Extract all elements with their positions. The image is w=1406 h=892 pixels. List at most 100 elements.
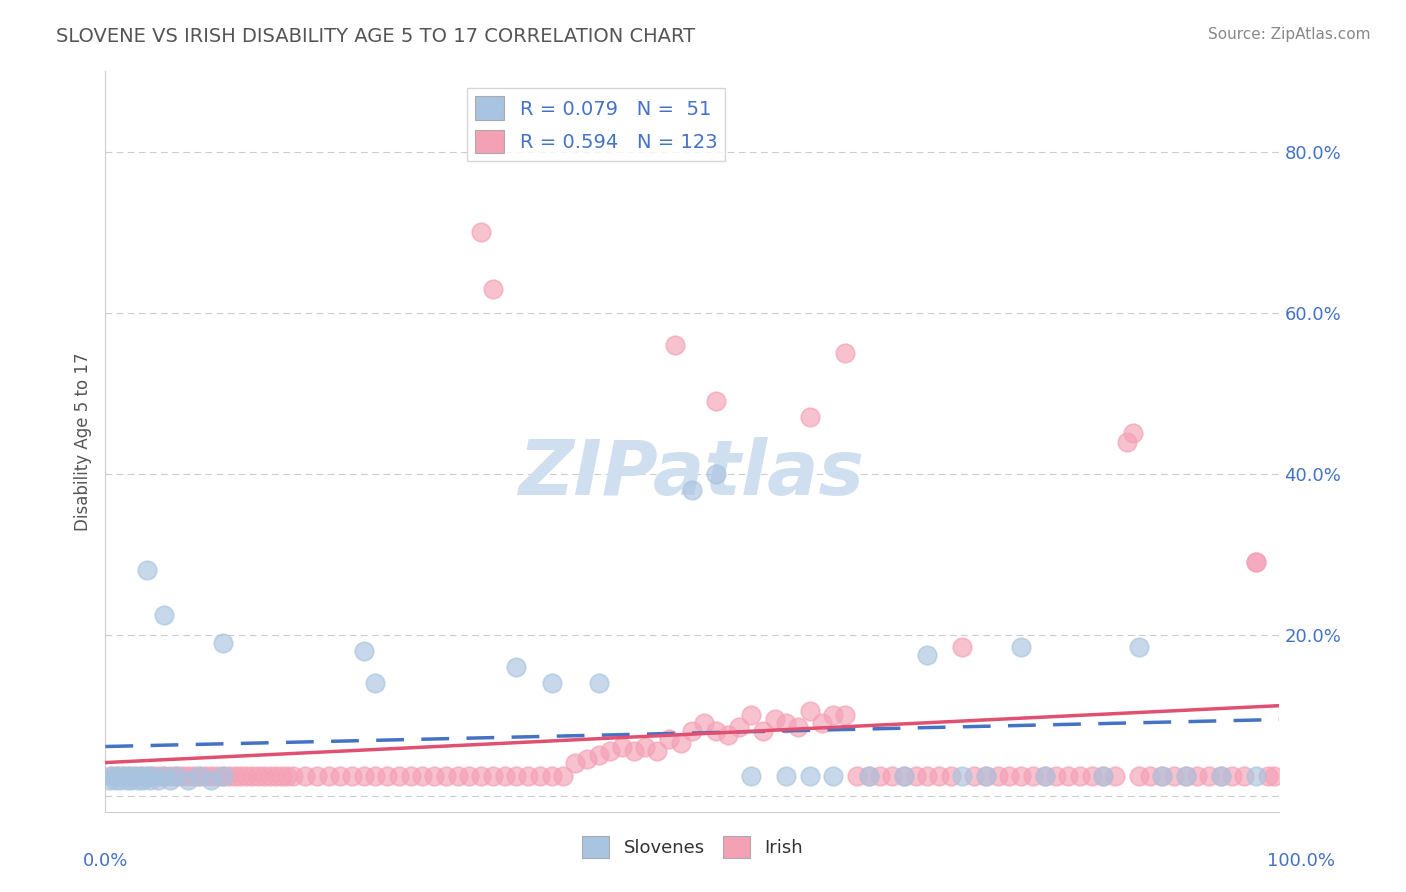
Point [1115, 434, 1137, 449]
Point [763, 712, 786, 726]
Point [740, 768, 762, 782]
Point [810, 716, 832, 731]
Point [752, 724, 775, 739]
Point [588, 748, 610, 763]
Point [458, 768, 481, 782]
Point [364, 768, 387, 782]
Point [276, 768, 298, 782]
Point [658, 732, 681, 747]
Point [987, 768, 1010, 782]
Text: 0.0%: 0.0% [83, 852, 128, 870]
Point [575, 752, 598, 766]
Point [1057, 768, 1080, 782]
Point [664, 338, 686, 352]
Point [717, 728, 740, 742]
Point [353, 644, 375, 658]
Point [127, 772, 149, 787]
Point [505, 768, 527, 782]
Point [1150, 768, 1173, 782]
Point [141, 768, 163, 782]
Point [1257, 768, 1279, 782]
Point [188, 768, 211, 782]
Point [141, 768, 163, 782]
Point [952, 640, 974, 654]
Point [1122, 426, 1144, 441]
Point [229, 768, 252, 782]
Legend: Slovenes, Irish: Slovenes, Irish [575, 830, 810, 865]
Point [939, 768, 962, 782]
Point [904, 768, 927, 782]
Point [132, 772, 155, 787]
Point [998, 768, 1021, 782]
Point [159, 772, 181, 787]
Point [115, 772, 138, 787]
Point [1150, 768, 1173, 782]
Point [176, 772, 198, 787]
Point [963, 768, 986, 782]
Point [1244, 555, 1267, 569]
Point [1139, 768, 1161, 782]
Point [259, 768, 281, 782]
Point [170, 768, 193, 782]
Point [340, 768, 363, 782]
Point [1010, 768, 1032, 782]
Point [270, 768, 292, 782]
Point [104, 772, 127, 787]
Point [318, 768, 340, 782]
Point [105, 768, 128, 782]
Point [1244, 768, 1267, 782]
Point [494, 768, 516, 782]
Point [564, 756, 586, 771]
Point [218, 768, 240, 782]
Point [775, 768, 797, 782]
Point [200, 772, 222, 787]
Point [388, 768, 411, 782]
Point [599, 744, 621, 758]
Point [1010, 640, 1032, 654]
Point [411, 768, 433, 782]
Point [98, 772, 121, 787]
Point [893, 768, 915, 782]
Point [1033, 768, 1056, 782]
Point [1174, 768, 1197, 782]
Point [148, 772, 170, 787]
Point [917, 768, 939, 782]
Point [540, 768, 562, 782]
Point [135, 768, 157, 782]
Point [880, 768, 903, 782]
Point [120, 772, 142, 787]
Point [235, 768, 257, 782]
Point [200, 768, 222, 782]
Point [264, 768, 287, 782]
Point [823, 708, 845, 723]
Point [124, 768, 146, 782]
Point [482, 282, 505, 296]
Point [105, 768, 128, 782]
Point [1022, 768, 1045, 782]
Point [1209, 768, 1232, 782]
Point [1187, 768, 1209, 782]
Point [799, 768, 821, 782]
Point [283, 768, 305, 782]
Point [823, 768, 845, 782]
Point [108, 772, 131, 787]
Point [247, 768, 270, 782]
Point [135, 563, 157, 577]
Point [153, 768, 176, 782]
Point [375, 768, 398, 782]
Point [482, 768, 505, 782]
Point [153, 607, 176, 622]
Point [834, 708, 856, 723]
Point [124, 768, 146, 782]
Point [623, 744, 645, 758]
Point [834, 346, 856, 360]
Point [858, 768, 880, 782]
Text: Source: ZipAtlas.com: Source: ZipAtlas.com [1208, 27, 1371, 42]
Point [188, 768, 211, 782]
Point [148, 768, 170, 782]
Point [353, 768, 375, 782]
Point [305, 768, 328, 782]
Point [470, 768, 492, 782]
Text: 100.0%: 100.0% [1267, 852, 1334, 870]
Point [1092, 768, 1115, 782]
